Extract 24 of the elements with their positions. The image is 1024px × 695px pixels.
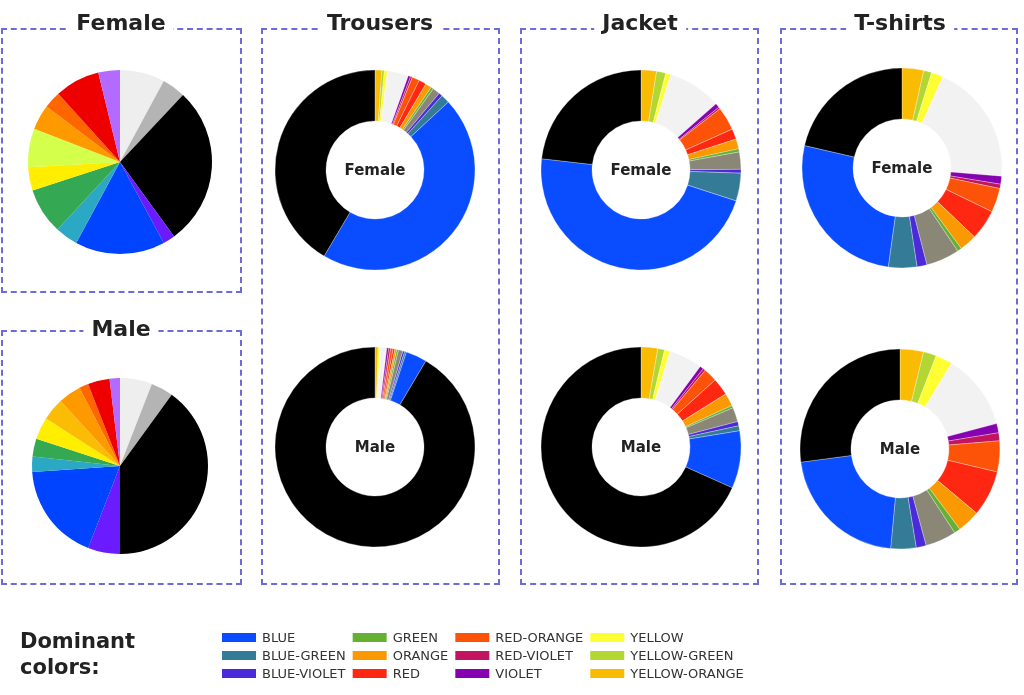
legend-label: GREEN xyxy=(392,630,438,645)
legend-label: BLUE-GREEN xyxy=(262,648,346,663)
legend-label: BLUE-VIOLET xyxy=(262,666,346,681)
legend-label: YELLOW-ORANGE xyxy=(629,666,744,681)
legend-label: BLUE xyxy=(262,630,296,645)
chart-title: Female xyxy=(68,9,174,35)
text: Male xyxy=(620,438,662,456)
legend-label: YELLOW-GREEN xyxy=(629,648,734,663)
chart-title: Jacket xyxy=(594,9,686,35)
legend-label: VIOLET xyxy=(495,666,542,681)
legend-title: Dominant colors: xyxy=(20,628,137,680)
legend-label: YELLOW xyxy=(629,630,684,645)
text: Male xyxy=(879,440,921,458)
text: Male xyxy=(354,438,396,456)
text: Female xyxy=(871,159,933,177)
chart-title: Trousers xyxy=(318,9,442,35)
legend-label: RED-ORANGE xyxy=(495,630,584,645)
chart-title: Male xyxy=(83,315,159,341)
chart-title: T-shirts xyxy=(846,9,954,35)
legend-label: RED-VIOLET xyxy=(495,648,573,663)
legend-label: ORANGE xyxy=(392,648,449,663)
text: Female xyxy=(344,161,406,179)
text: Female xyxy=(610,161,672,179)
legend-label: RED xyxy=(392,666,420,681)
